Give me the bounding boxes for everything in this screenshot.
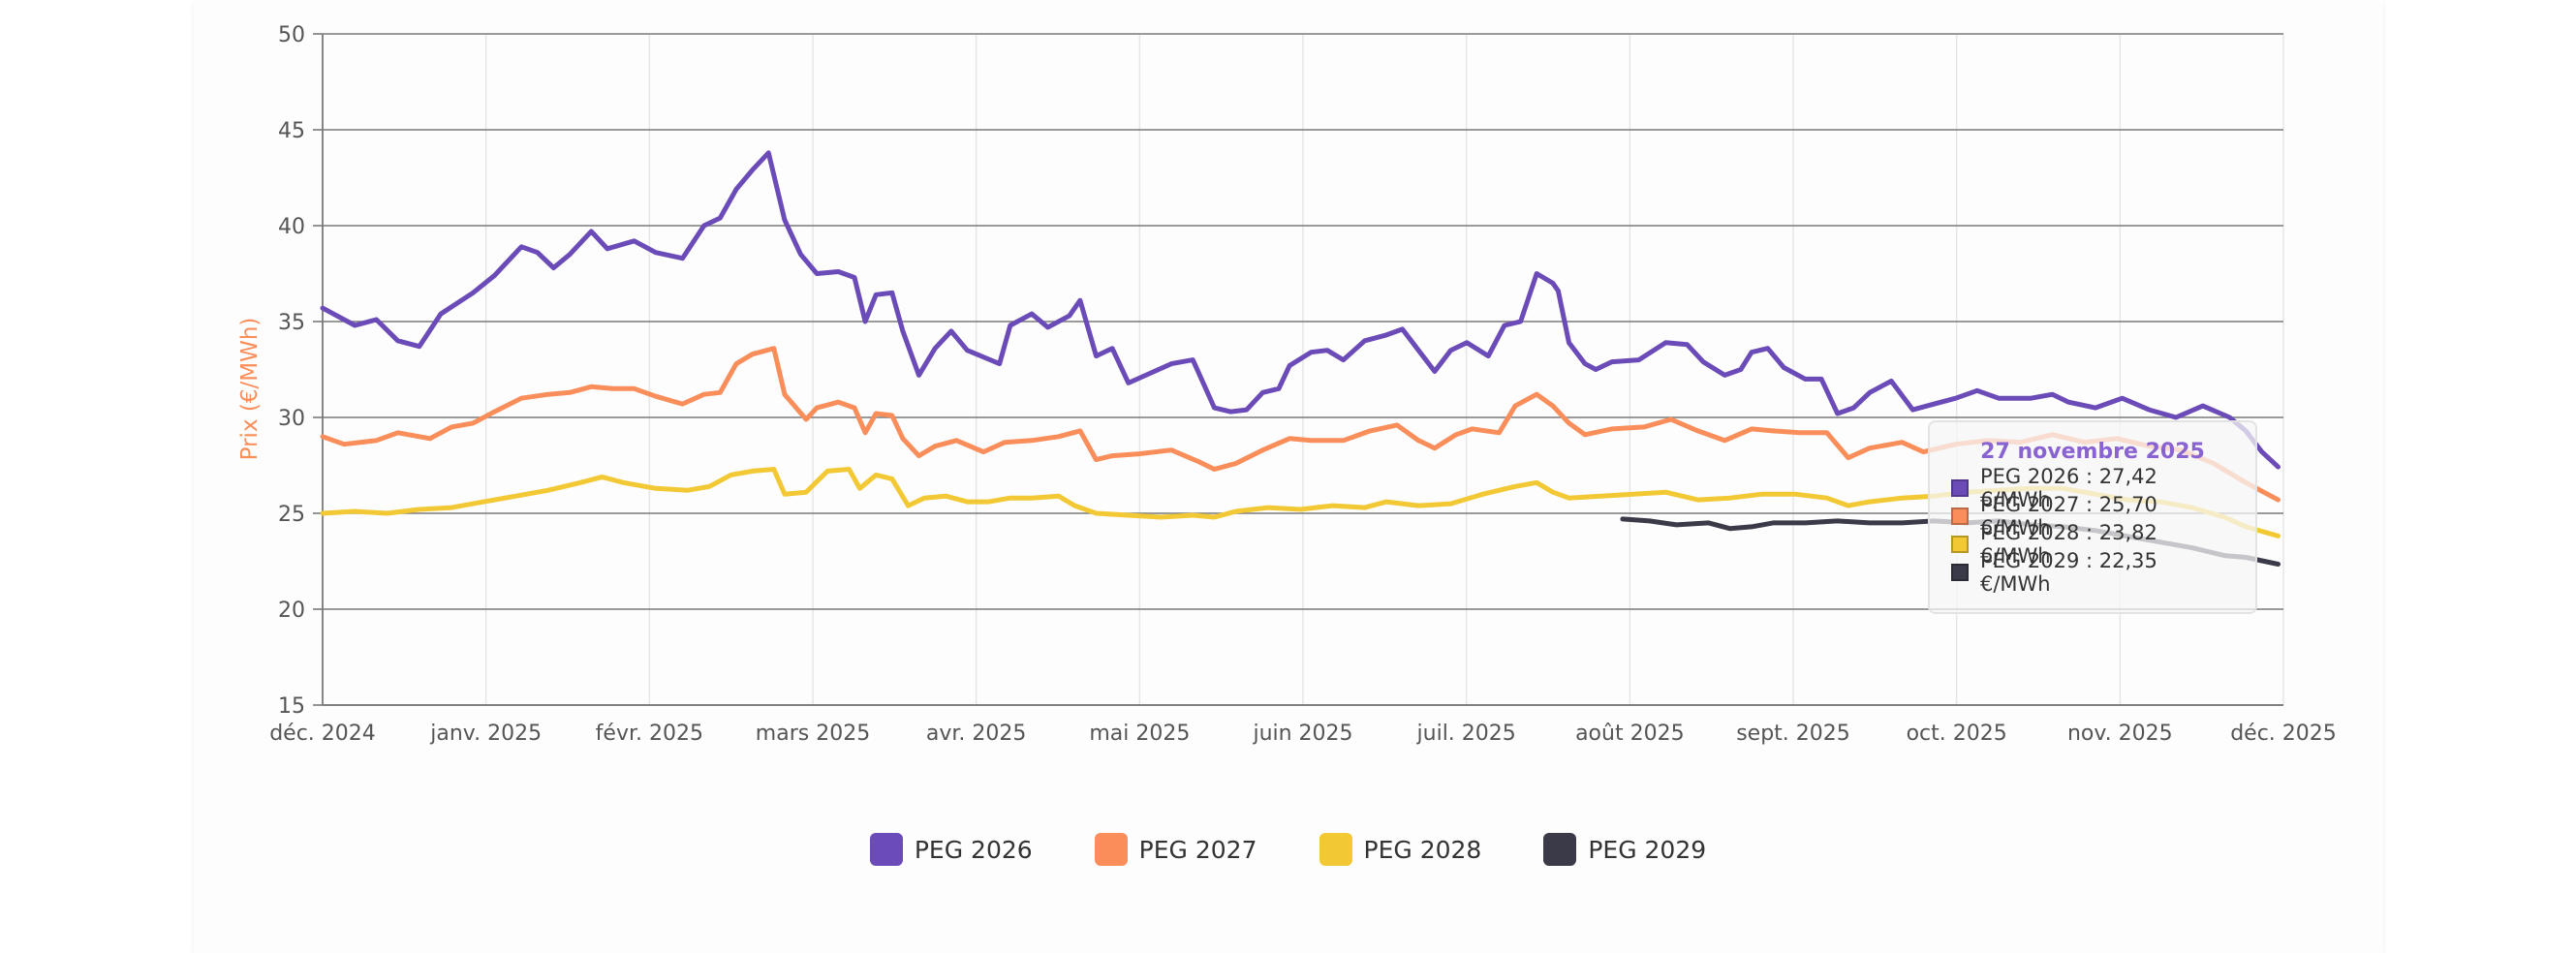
y-tick-label: 20 — [278, 599, 305, 623]
x-tick-label: févr. 2025 — [596, 722, 703, 746]
x-tick-label: mars 2025 — [756, 722, 870, 746]
x-tick-label: sept. 2025 — [1736, 722, 1850, 746]
tooltip-swatch — [1951, 507, 1969, 525]
tooltip-value: PEG 2029 : 22,35 €/MWh — [1979, 548, 2157, 596]
y-axis-title: Prix (€/MWh) — [237, 318, 263, 461]
x-tick-label: nov. 2025 — [2067, 722, 2173, 746]
legend-item-peg-2027[interactable]: PEG 2027 — [1094, 833, 1257, 866]
legend-item-peg-2026[interactable]: PEG 2026 — [869, 833, 1033, 866]
y-tick-label: 35 — [278, 311, 305, 335]
series-line-peg-2027[interactable] — [320, 346, 2281, 503]
x-tick-label: mai 2025 — [1089, 722, 1190, 746]
legend-label: PEG 2029 — [1588, 835, 1707, 864]
legend-swatch — [1319, 833, 1352, 866]
legend-item-peg-2028[interactable]: PEG 2028 — [1319, 833, 1482, 866]
tooltip-value: PEG 2026 : 27,42 €/MWh — [1979, 464, 2157, 511]
tooltip-value: PEG 2028 : 23,82 €/MWh — [1979, 520, 2157, 568]
x-tick-label: août 2025 — [1575, 722, 1685, 746]
x-tick-label: oct. 2025 — [1907, 722, 2007, 746]
legend-swatch — [1543, 833, 1577, 866]
legend-swatch — [1094, 833, 1128, 866]
tooltip-value: PEG 2027 : 25,70 €/MWh — [1979, 492, 2157, 539]
y-tick-label: 45 — [278, 119, 305, 143]
series-line-peg-2026[interactable] — [320, 150, 2281, 470]
x-tick-label: avr. 2025 — [926, 722, 1027, 746]
y-tick-label: 25 — [278, 503, 305, 527]
y-tick-label: 30 — [278, 407, 305, 431]
y-tick-label: 15 — [278, 694, 305, 719]
tooltip-row: PEG 2029 : 22,35 €/MWh — [1951, 549, 2234, 596]
tooltip-row: PEG 2028 : 23,82 €/MWh — [1951, 521, 2234, 568]
chart-legend: PEG 2026 PEG 2027 PEG 2028 PEG 2029 — [0, 833, 2576, 866]
tooltip-row: PEG 2026 : 27,42 €/MWh — [1951, 465, 2234, 511]
series-line-peg-2028[interactable] — [320, 467, 2281, 538]
legend-item-peg-2029[interactable]: PEG 2029 — [1543, 833, 1706, 866]
legend-label: PEG 2028 — [1363, 835, 1482, 864]
chart-tooltip: 27 novembre 2025 PEG 2026 : 27,42 €/MWh … — [1928, 420, 2257, 614]
tooltip-date: 27 novembre 2025 — [1980, 440, 2205, 464]
y-tick-label: 50 — [278, 23, 305, 47]
tooltip-swatch — [1951, 478, 1969, 497]
legend-label: PEG 2026 — [914, 835, 1033, 864]
legend-swatch — [869, 833, 903, 866]
legend-label: PEG 2027 — [1138, 835, 1257, 864]
y-tick-label: 40 — [278, 215, 305, 239]
x-tick-label: déc. 2025 — [2230, 722, 2337, 746]
tooltip-swatch — [1951, 535, 1969, 553]
x-tick-label: juin 2025 — [1252, 722, 1352, 746]
x-tick-label: janv. 2025 — [429, 722, 542, 746]
x-tick-label: déc. 2024 — [269, 722, 376, 746]
tooltip-row: PEG 2027 : 25,70 €/MWh — [1951, 493, 2234, 539]
tooltip-swatch — [1951, 563, 1969, 581]
x-tick-label: juil. 2025 — [1416, 722, 1516, 746]
